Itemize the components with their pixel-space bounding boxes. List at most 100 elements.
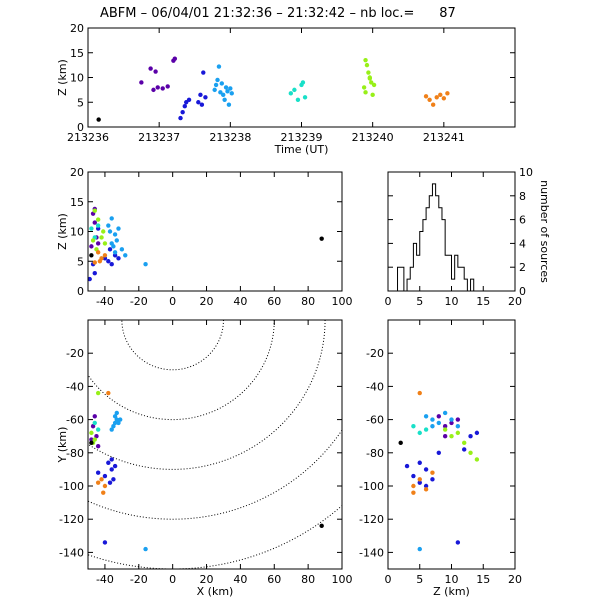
data-point [102, 540, 108, 545]
histogram-bar [417, 255, 420, 291]
y-tick-label: -120 [59, 513, 84, 526]
data-point [295, 97, 301, 102]
data-point [112, 250, 118, 255]
x-tick-label: 10 [445, 295, 459, 308]
data-point [434, 95, 439, 100]
data-point [319, 523, 324, 529]
data-point [474, 457, 480, 462]
data-point [370, 92, 375, 98]
data-point [367, 76, 373, 81]
panel-z-y-view: 0 5 10 15 20 -140 -120 -100 -80 -60 -40 -20 Z (km) [359, 319, 522, 598]
data-point [442, 424, 448, 429]
x-tick-label: 40 [233, 295, 247, 308]
histogram-bar [413, 243, 416, 291]
data-point [468, 450, 473, 455]
data-point [417, 460, 422, 465]
data-point [462, 440, 467, 446]
x-tick-label: 213240 [352, 131, 394, 144]
data-point [430, 477, 435, 482]
data-point [112, 414, 118, 419]
histogram-bar [429, 196, 432, 291]
data-point [363, 57, 368, 63]
data-point [423, 94, 429, 99]
histogram-bar [401, 267, 404, 291]
data-point [441, 96, 447, 101]
x-tick-label: 60 [267, 573, 281, 586]
data-point [102, 473, 108, 479]
data-point [288, 91, 294, 96]
data-point [90, 238, 96, 243]
data-point [445, 91, 450, 96]
data-point [109, 457, 114, 462]
y-tick-label: -40 [366, 380, 384, 393]
x-axis-label: Time (UT) [274, 143, 329, 156]
data-point [430, 102, 436, 107]
y-tick-label: 10 [70, 72, 84, 85]
data-point [292, 87, 297, 93]
axes-frame [87, 27, 516, 128]
y-tick-label: 5 [77, 96, 84, 109]
axes-frame [87, 171, 343, 292]
histogram-outline [397, 183, 477, 292]
data-point [89, 430, 94, 436]
data-point [462, 447, 467, 452]
data-point [148, 66, 153, 71]
data-point [95, 443, 101, 449]
data-point [436, 450, 441, 455]
y-tick-label: -140 [359, 546, 384, 559]
x-tick-label: 0 [169, 295, 176, 308]
data-point [106, 223, 111, 228]
data-point [106, 390, 111, 396]
histogram-bar [398, 267, 401, 291]
data-point [430, 470, 435, 475]
data-point [436, 420, 441, 426]
data-point [109, 262, 114, 267]
data-point [117, 417, 123, 422]
x-tick-label: 213238 [209, 131, 251, 144]
data-point [114, 417, 119, 422]
data-point [89, 253, 94, 258]
axes-frame [87, 319, 343, 570]
x-tick-label: -40 [96, 573, 114, 586]
data-point [95, 217, 101, 222]
data-point [89, 440, 94, 446]
axes-frame [387, 319, 516, 570]
x-tick-label: 60 [267, 295, 281, 308]
data-point [449, 417, 454, 422]
x-axis-label: Z (km) [433, 585, 470, 598]
y-axis-label: Z (km) [56, 213, 69, 250]
data-point [178, 115, 183, 121]
histogram-bar [455, 255, 458, 291]
data-point [96, 117, 101, 122]
data-point [106, 460, 111, 465]
data-point [172, 56, 178, 61]
data-point [119, 247, 125, 252]
y-tick-label: 2 [519, 261, 526, 274]
panel-x-height: -40 -20 0 20 40 60 80 100 0 5 10 15 20 Z (km) [56, 166, 353, 308]
x-tick-label: 80 [301, 573, 315, 586]
data-point [97, 259, 103, 264]
data-point [442, 434, 448, 439]
data-point [112, 420, 118, 426]
data-point [95, 470, 101, 475]
y-tick-label: 4 [519, 237, 526, 250]
y-tick-label: 20 [70, 22, 84, 35]
y-tick-label: -80 [366, 447, 384, 460]
x-tick-label: 15 [476, 295, 490, 308]
histogram-bar [448, 255, 451, 291]
data-point [438, 92, 443, 98]
x-tick-label: 40 [233, 573, 247, 586]
data-point [369, 80, 374, 85]
data-point [398, 440, 403, 446]
x-tick-label: 20 [508, 295, 522, 308]
data-point [109, 427, 114, 432]
data-point [300, 80, 306, 85]
data-point [455, 417, 461, 422]
data-point [186, 97, 192, 102]
data-point [160, 86, 165, 91]
data-point [215, 77, 220, 83]
histogram-bar [436, 196, 439, 291]
data-point [411, 473, 416, 479]
data-point [213, 82, 219, 88]
